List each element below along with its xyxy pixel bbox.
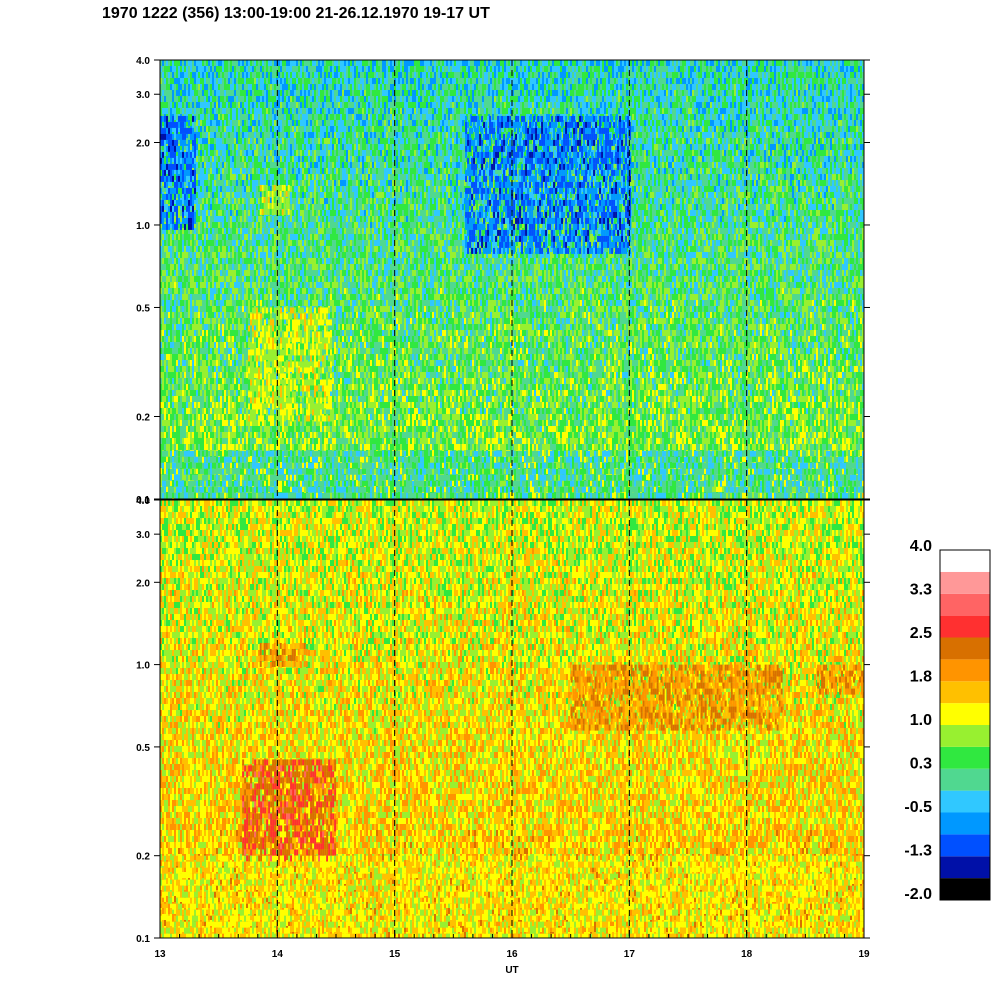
x-tick-label: 14 [272,949,284,960]
x-tick-label: 16 [506,949,518,960]
colorbar-swatch [940,769,990,791]
y-tick-label: 0.2 [136,413,150,424]
colorbar-swatch [940,638,990,660]
colorbar-swatch [940,725,990,747]
colorbar-label: 3.3 [910,582,932,599]
x-tick-label: 13 [154,949,166,960]
y-tick-label: 0.5 [136,743,150,754]
x-tick-label: 15 [389,949,401,960]
colorbar-swatch [940,856,990,878]
y-tick-label: 3.0 [136,530,150,541]
y-tick-label: 0.1 [136,934,150,945]
y-tick-label: 2.0 [136,138,150,149]
colorbar-swatch [940,572,990,594]
colorbar: 4.0 3.3 2.5 1.8 1.0 0.3 -0.5 -1.3 -2.0 [904,538,990,903]
y-tick-label: 0.2 [136,852,150,863]
colorbar-swatch [940,659,990,681]
colorbar-label: 1.0 [910,712,932,729]
colorbar-swatch [940,681,990,703]
y-tick-label: 0.5 [136,303,150,314]
colorbar-label: 4.0 [910,538,932,555]
colorbar-label: -0.5 [904,799,932,816]
x-axis-label: UT [505,965,518,976]
colorbar-swatch [940,550,990,572]
y-tick-label: 4.0 [136,56,150,67]
colorbar-label: 1.8 [910,669,932,686]
colorbar-swatch [940,834,990,856]
colorbar-swatch [940,594,990,616]
y-tick-label: 1.0 [136,221,150,232]
lower-panel [160,500,865,940]
colorbar-swatch [940,813,990,835]
colorbar-label: -1.3 [904,843,932,860]
x-tick-label: 19 [858,949,870,960]
y-tick-label: 3.0 [136,90,150,101]
y-tick-label: 4.0 [136,496,150,507]
colorbar-swatch [940,747,990,769]
colorbar-swatch [940,616,990,638]
colorbar-swatch [940,791,990,813]
colorbar-label: 2.5 [910,625,932,642]
y-tick-label: 1.0 [136,661,150,672]
colorbar-swatch [940,703,990,725]
colorbar-label: 0.3 [910,756,932,773]
colorbar-swatch [940,878,990,900]
y-tick-label: 2.0 [136,578,150,589]
x-tick-label: 17 [624,949,636,960]
colorbar-label: -2.0 [904,886,932,903]
x-tick-label: 18 [741,949,753,960]
